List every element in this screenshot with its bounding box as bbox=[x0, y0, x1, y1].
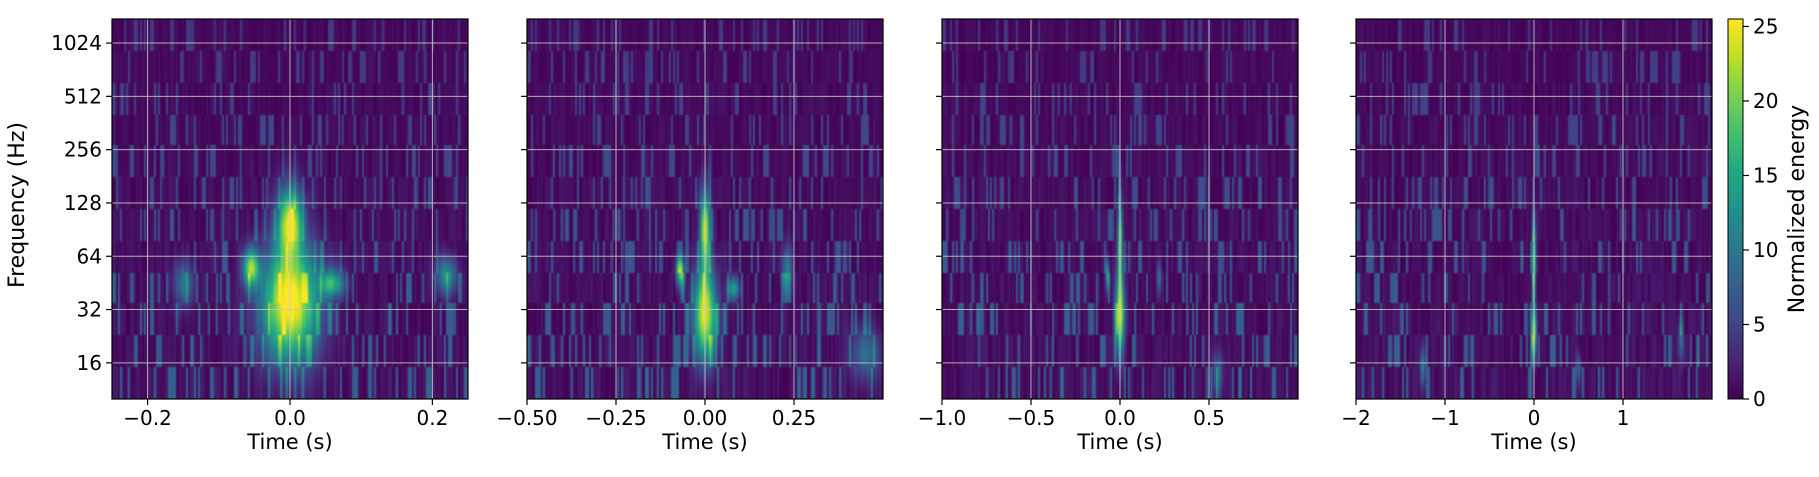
spectrogram-panel-1: −0.2 0.0 0.2 16 32 64 128 256 512 1024 Time (s) bbox=[51, 18, 469, 454]
grid-lines bbox=[527, 19, 883, 399]
x-tick-label: −0.25 bbox=[585, 406, 646, 430]
y-axis-label-group: Frequency (Hz) bbox=[5, 122, 30, 288]
x-axis-label: Time (s) bbox=[661, 430, 747, 454]
spectrogram-panel-2: −0.50 −0.25 0.00 0.25 Time (s) bbox=[496, 18, 884, 454]
y-tick-label: 32 bbox=[77, 298, 102, 322]
y-tick-label: 1024 bbox=[51, 31, 102, 55]
x-tick-label: −0.5 bbox=[1007, 406, 1056, 430]
colorbar-tick-label: 0 bbox=[1753, 387, 1766, 411]
grid-lines bbox=[1356, 19, 1712, 399]
x-axis-label: Time (s) bbox=[246, 430, 332, 454]
x-tick-label: −2 bbox=[1341, 406, 1370, 430]
colorbar-ticks: 0 5 10 15 20 25 bbox=[1743, 14, 1778, 411]
y-tick-label: 64 bbox=[77, 244, 102, 268]
x-tick-label: 0.2 bbox=[416, 406, 448, 430]
spectrogram-panel-3: −1.0 −0.5 0.0 0.5 Time (s) bbox=[918, 18, 1299, 454]
colorbar-tick-label: 15 bbox=[1753, 163, 1778, 187]
x-tick-label: 0.0 bbox=[1104, 406, 1136, 430]
y-tick-label: 16 bbox=[77, 351, 102, 375]
y-tick-label: 512 bbox=[64, 84, 102, 108]
y-axis-label: Frequency (Hz) bbox=[5, 122, 30, 288]
x-tick-label: 1 bbox=[1617, 406, 1630, 430]
x-tick-label: −1.0 bbox=[918, 406, 967, 430]
x-tick-label: 0.0 bbox=[274, 406, 306, 430]
spectrogram-panel-4: −2 −1 0 1 Time (s) bbox=[1341, 18, 1713, 454]
x-tick-label: −0.2 bbox=[123, 406, 172, 430]
x-tick-label: −1 bbox=[1430, 406, 1459, 430]
colorbar-tick-label: 25 bbox=[1753, 14, 1778, 38]
grid-lines bbox=[112, 19, 468, 399]
x-axis-label: Time (s) bbox=[1076, 430, 1162, 454]
colorbar-label: Normalized energy bbox=[1785, 105, 1810, 313]
x-tick-label: 0.25 bbox=[772, 406, 817, 430]
y-tick-label: 256 bbox=[64, 138, 102, 162]
x-tick-label: 0.00 bbox=[683, 406, 728, 430]
grid-lines bbox=[942, 19, 1298, 399]
colorbar-gradient bbox=[1727, 18, 1744, 400]
colorbar: 0 5 10 15 20 25 Normalized energy bbox=[1727, 14, 1810, 411]
colorbar-tick-label: 10 bbox=[1753, 238, 1778, 262]
x-tick-label: 0.5 bbox=[1193, 406, 1225, 430]
x-tick-label: 0 bbox=[1528, 406, 1541, 430]
x-axis-label: Time (s) bbox=[1490, 430, 1576, 454]
colorbar-tick-label: 5 bbox=[1753, 312, 1766, 336]
x-tick-label: −0.50 bbox=[496, 406, 557, 430]
y-tick-label: 128 bbox=[64, 191, 102, 215]
colorbar-tick-label: 20 bbox=[1753, 89, 1778, 113]
